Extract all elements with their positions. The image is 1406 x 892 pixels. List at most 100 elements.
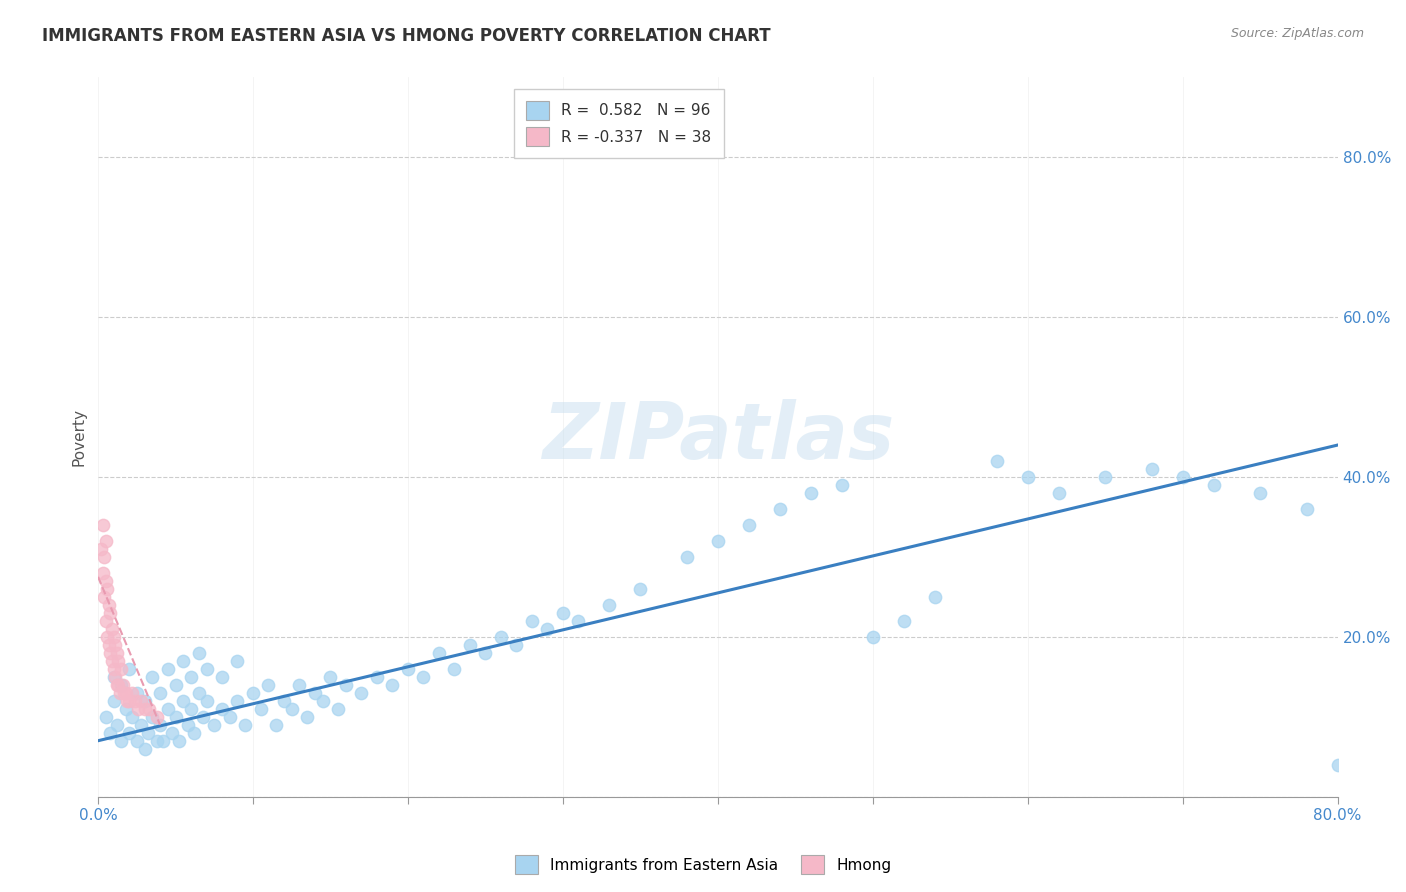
Legend: R =  0.582   N = 96, R = -0.337   N = 38: R = 0.582 N = 96, R = -0.337 N = 38 <box>513 88 724 158</box>
Point <box>111 678 134 692</box>
Point <box>94 710 117 724</box>
Point <box>396 662 419 676</box>
Point <box>202 718 225 732</box>
Point <box>628 582 651 596</box>
Point <box>156 702 179 716</box>
Point <box>172 654 194 668</box>
Point <box>115 686 138 700</box>
Point <box>91 566 114 580</box>
Point <box>1326 757 1348 772</box>
Point <box>738 518 761 533</box>
Point <box>103 694 125 708</box>
Point <box>104 638 127 652</box>
Point <box>862 630 884 644</box>
Point <box>443 662 465 676</box>
Point <box>458 638 481 652</box>
Point <box>136 725 159 739</box>
Point <box>125 733 148 747</box>
Point <box>149 686 172 700</box>
Point <box>195 694 218 708</box>
Point <box>112 686 135 700</box>
Point <box>100 646 122 660</box>
Point <box>567 614 589 628</box>
Point <box>474 646 496 660</box>
Point <box>800 486 823 500</box>
Text: Source: ZipAtlas.com: Source: ZipAtlas.com <box>1230 27 1364 40</box>
Point <box>96 630 118 644</box>
Point <box>94 614 117 628</box>
Point <box>103 670 125 684</box>
Point <box>108 686 131 700</box>
Point <box>127 702 149 716</box>
Point <box>167 733 190 747</box>
Point <box>211 702 233 716</box>
Point <box>226 654 249 668</box>
Point <box>769 502 792 516</box>
Point <box>1094 470 1116 484</box>
Point <box>141 710 163 724</box>
Text: ZIPatlas: ZIPatlas <box>541 399 894 475</box>
Text: IMMIGRANTS FROM EASTERN ASIA VS HMONG POVERTY CORRELATION CHART: IMMIGRANTS FROM EASTERN ASIA VS HMONG PO… <box>42 27 770 45</box>
Point <box>489 630 512 644</box>
Point <box>183 725 205 739</box>
Y-axis label: Poverty: Poverty <box>72 408 86 466</box>
Point <box>93 549 115 564</box>
Point <box>381 678 404 692</box>
Point <box>100 725 122 739</box>
Point <box>104 670 127 684</box>
Point <box>91 518 114 533</box>
Point <box>101 654 124 668</box>
Point <box>520 614 543 628</box>
Point <box>218 710 240 724</box>
Point <box>101 622 124 636</box>
Point <box>924 590 946 604</box>
Point <box>304 686 326 700</box>
Point <box>118 662 141 676</box>
Point <box>312 694 335 708</box>
Point <box>110 662 132 676</box>
Point <box>187 646 209 660</box>
Point <box>121 686 143 700</box>
Point <box>536 622 558 636</box>
Point <box>125 686 148 700</box>
Point <box>264 718 287 732</box>
Point <box>598 598 620 612</box>
Point <box>118 725 141 739</box>
Point <box>350 686 373 700</box>
Point <box>1017 470 1039 484</box>
Point <box>1295 502 1317 516</box>
Point <box>1249 486 1271 500</box>
Point <box>427 646 450 660</box>
Point <box>676 549 699 564</box>
Point <box>366 670 388 684</box>
Point <box>551 606 574 620</box>
Point <box>105 646 128 660</box>
Point <box>412 670 434 684</box>
Point <box>162 725 184 739</box>
Point <box>100 606 122 620</box>
Point <box>156 662 179 676</box>
Point <box>1047 486 1070 500</box>
Point <box>103 662 125 676</box>
Point <box>131 718 153 732</box>
Point <box>193 710 215 724</box>
Point <box>97 638 120 652</box>
Point <box>1171 470 1194 484</box>
Point <box>110 733 132 747</box>
Point <box>152 733 174 747</box>
Point <box>103 630 125 644</box>
Point <box>149 718 172 732</box>
Point <box>105 678 128 692</box>
Point <box>134 702 156 716</box>
Point <box>107 678 129 692</box>
Point <box>1202 478 1225 492</box>
Point <box>141 670 163 684</box>
Point <box>180 702 202 716</box>
Point <box>211 670 233 684</box>
Point <box>118 694 141 708</box>
Point <box>93 590 115 604</box>
Point <box>131 694 153 708</box>
Point <box>105 718 128 732</box>
Point <box>165 710 187 724</box>
Point <box>146 733 169 747</box>
